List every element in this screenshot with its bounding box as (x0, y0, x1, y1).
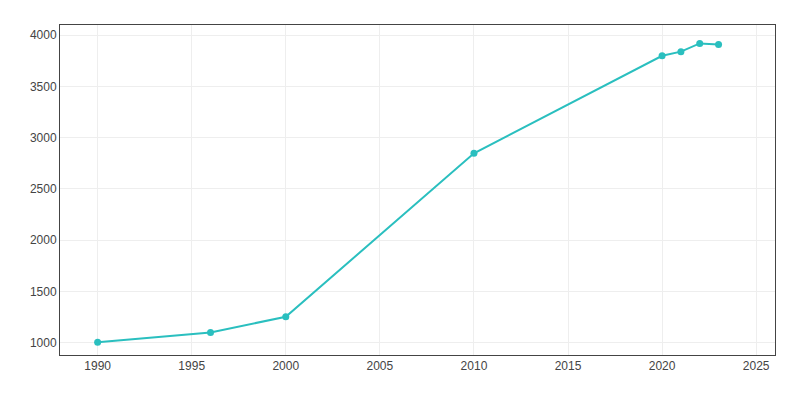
svg-text:2500: 2500 (30, 182, 57, 196)
svg-text:1995: 1995 (178, 359, 205, 373)
svg-text:2005: 2005 (367, 359, 394, 373)
svg-text:3000: 3000 (30, 131, 57, 145)
svg-text:2025: 2025 (743, 359, 770, 373)
svg-text:4000: 4000 (30, 28, 57, 42)
svg-text:2015: 2015 (555, 359, 582, 373)
svg-text:1990: 1990 (84, 359, 111, 373)
svg-text:2020: 2020 (649, 359, 676, 373)
svg-text:1500: 1500 (30, 285, 57, 299)
svg-text:3500: 3500 (30, 80, 57, 94)
svg-text:1000: 1000 (30, 336, 57, 350)
svg-text:2010: 2010 (461, 359, 488, 373)
svg-text:2000: 2000 (272, 359, 299, 373)
svg-text:2000: 2000 (30, 233, 57, 247)
